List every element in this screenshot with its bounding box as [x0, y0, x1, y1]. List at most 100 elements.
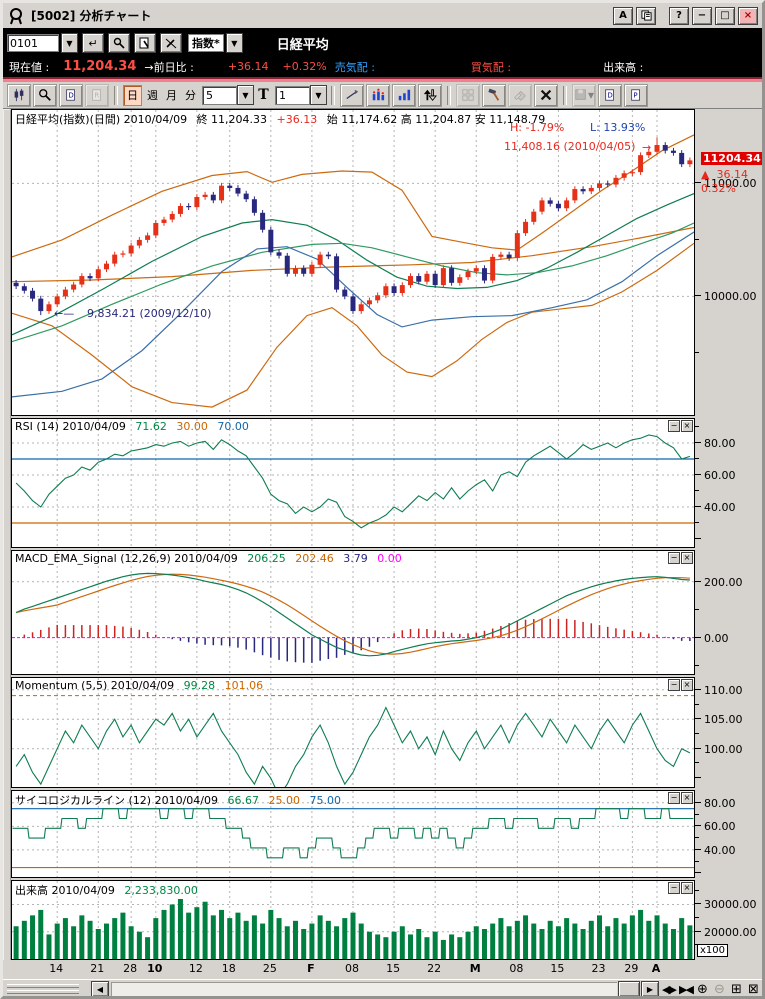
symbol-code-input[interactable]: 0101	[7, 34, 59, 52]
momentum-axis: 110.00 105.00 100.00	[695, 677, 759, 788]
scroll-left-button[interactable]: ◀	[91, 981, 109, 996]
doc-d2-button[interactable]: D	[598, 83, 622, 107]
price-chart-plot[interactable]: 日経平均(指数)(日間) 2010/04/09 終 11,204.33 +36.…	[11, 109, 695, 416]
panel-minimize-button[interactable]: −	[668, 792, 680, 804]
axis-tick	[695, 718, 701, 720]
svg-text:R: R	[94, 92, 99, 100]
edit-icon	[139, 37, 149, 49]
period-week-button[interactable]: 週	[144, 85, 161, 105]
panel-minimize-button[interactable]: −	[668, 882, 680, 894]
period-month-button[interactable]: 月	[163, 85, 180, 105]
pair-candles-button[interactable]	[7, 83, 31, 107]
scroll-right-button[interactable]: ▶	[641, 981, 659, 996]
panel-close-button[interactable]: ×	[681, 792, 693, 804]
scrollbar-track[interactable]	[111, 982, 617, 996]
panel-close-button[interactable]: ×	[681, 679, 693, 691]
annotation-a-button[interactable]: A	[613, 6, 633, 25]
price-panel-title: 日経平均(指数)(日間) 2010/04/09	[15, 113, 188, 126]
scrollbar-grip[interactable]	[7, 984, 79, 994]
volume-plot[interactable]: 出来高 2010/04/09 2,233,830.00 − ×	[11, 880, 695, 960]
doc-r-button[interactable]: R	[85, 83, 109, 107]
axis-tick	[695, 930, 701, 932]
candle-chart-button[interactable]	[366, 83, 390, 107]
rsi-title: RSI (14) 2010/04/09	[15, 420, 126, 433]
doc-p-icon: P	[631, 89, 640, 101]
axis-tick	[695, 295, 701, 297]
panel-buttons: − ×	[668, 420, 693, 432]
close-button[interactable]: ×	[738, 6, 758, 25]
bar-chart-button[interactable]	[392, 83, 416, 107]
expand-range-button[interactable]: ◀▶	[662, 982, 677, 996]
current-price-change: ▲ 36.14	[701, 168, 748, 181]
draw-off-button[interactable]	[160, 33, 182, 53]
candle-chart-icon	[372, 88, 385, 101]
zoom-out-button[interactable]: ⊖	[714, 981, 725, 997]
save-button[interactable]: ▾	[572, 83, 596, 107]
title-bar[interactable]: [5002] 分析チャート A ? − □ ×	[3, 3, 762, 28]
minimize-button[interactable]: −	[692, 6, 712, 25]
scrollbar-thumb[interactable]	[618, 981, 640, 996]
trendline-button[interactable]	[340, 83, 364, 107]
current-price-box: 11204.34	[701, 152, 762, 165]
copy-window-button[interactable]	[636, 6, 656, 25]
doc-d2-icon: D	[605, 89, 614, 101]
price-panel-header: 日経平均(指数)(日間) 2010/04/09 終 11,204.33 +36.…	[15, 111, 551, 127]
window-title: [5002] 分析チャート	[31, 9, 152, 23]
panel-close-button[interactable]: ×	[681, 420, 693, 432]
panel-minimize-button[interactable]: −	[668, 420, 680, 432]
axis-tick	[695, 664, 699, 666]
panel-buttons: − ×	[668, 552, 693, 564]
svg-text:D: D	[68, 92, 73, 100]
x-axis-label: 28	[123, 962, 138, 975]
panel-minimize-button[interactable]: −	[668, 679, 680, 691]
help-button[interactable]: ?	[669, 6, 689, 25]
axis-label: 110.00	[704, 683, 743, 697]
panel-buttons: − ×	[668, 679, 693, 691]
svg-text:P: P	[633, 92, 637, 100]
search-button[interactable]	[108, 33, 130, 53]
period-minute-button[interactable]: 分	[182, 85, 199, 105]
grid-layout-button[interactable]	[456, 83, 480, 107]
eraser-button[interactable]	[508, 83, 532, 107]
settings-tool-button[interactable]	[482, 83, 506, 107]
volume-title: 出来高 2010/04/09	[15, 884, 115, 897]
sort-arrows-button[interactable]	[418, 83, 442, 107]
search-icon	[113, 37, 125, 49]
x-axis-label: 21	[90, 962, 105, 975]
category-select[interactable]: 指数*	[188, 34, 224, 52]
grid-view-button[interactable]: ⊞	[731, 981, 742, 997]
zoom-in-button[interactable]: ⊕	[697, 981, 708, 997]
axis-label: 10000.00	[704, 290, 757, 304]
axis-tick	[695, 538, 701, 539]
rsi-plot[interactable]: RSI (14) 2010/04/09 71.62 30.00 70.00 − ×	[11, 418, 695, 548]
maximize-button[interactable]: □	[715, 6, 735, 25]
text-tool-button[interactable]: T	[255, 85, 272, 105]
momentum-plot[interactable]: Momentum (5,5) 2010/04/09 99.28 101.06 −…	[11, 677, 695, 788]
enter-button[interactable]: ↵	[82, 33, 104, 53]
slashed-pen-icon	[165, 38, 177, 49]
zoom-tool-button[interactable]	[33, 83, 57, 107]
psychological-plot[interactable]: サイコロジカルライン (12) 2010/04/09 66.67 25.00 7…	[11, 790, 695, 878]
panel-minimize-button[interactable]: −	[668, 552, 680, 564]
x-axis-label: 25	[262, 962, 277, 975]
symbol-dropdown-button[interactable]: ▼	[61, 33, 78, 53]
peak-annotation: 11,408.16 (2010/04/05)	[504, 140, 636, 153]
macd-plot[interactable]: MACD_EMA_Signal (12,26,9) 2010/04/09 206…	[11, 550, 695, 675]
collapse-range-button[interactable]: ▶◀	[679, 982, 694, 996]
x-axis-label: 15	[386, 962, 401, 975]
doc-d-button[interactable]: D	[59, 83, 83, 107]
close-chart-button[interactable]: ⊠	[748, 981, 759, 997]
bars-select-dropdown[interactable]: ▼	[237, 85, 254, 105]
panel-close-button[interactable]: ×	[681, 552, 693, 564]
interval-select[interactable]: 1	[275, 85, 310, 105]
doc-p-button[interactable]: P	[624, 83, 648, 107]
period-day-button[interactable]: 日	[123, 84, 142, 106]
category-dropdown-button[interactable]: ▼	[225, 33, 243, 53]
delete-all-button[interactable]	[534, 83, 558, 107]
macd-hist-value: 3.79	[343, 552, 368, 565]
panel-close-button[interactable]: ×	[681, 882, 693, 894]
bars-select[interactable]: 5	[202, 85, 237, 105]
interval-select-dropdown[interactable]: ▼	[310, 85, 327, 105]
volume-header: 出来高 2010/04/09 2,233,830.00	[15, 882, 204, 898]
edit-list-button[interactable]	[134, 33, 156, 53]
